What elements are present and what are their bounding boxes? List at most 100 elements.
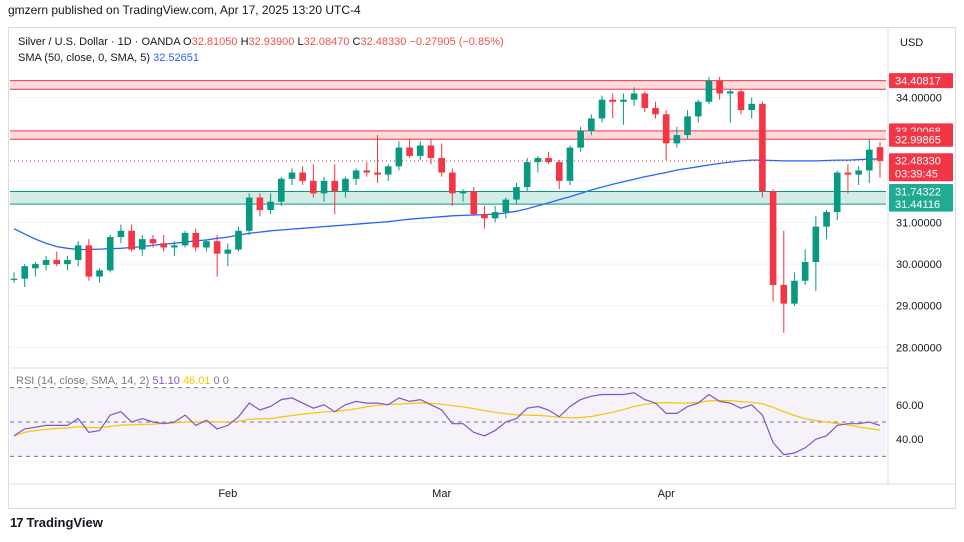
candle-body	[641, 93, 649, 109]
ohlc-o-label: O	[183, 36, 192, 48]
candle	[192, 228, 200, 252]
candle-body	[203, 241, 210, 248]
candle-body	[117, 230, 125, 238]
candle-body	[598, 99, 606, 119]
candle	[673, 126, 681, 148]
candle-body	[588, 118, 595, 131]
candle-body	[833, 172, 841, 213]
rsi-axis-label: 60.00	[896, 400, 924, 412]
ohlc-low: 32.08470	[303, 36, 350, 48]
symbol-title[interactable]: Silver / U.S. Dollar · 1D · OANDA	[18, 36, 180, 48]
main-legend: Silver / U.S. Dollar · 1D · OANDA O32.81…	[18, 34, 504, 66]
chart-frame	[8, 27, 956, 509]
candle-body	[459, 191, 467, 194]
ohlc-c-label: C	[352, 36, 361, 48]
candle	[588, 114, 595, 136]
candle-body	[769, 191, 777, 285]
candle	[32, 262, 39, 277]
candle	[42, 255, 50, 271]
candle	[598, 95, 606, 123]
price-badge	[889, 196, 953, 212]
candle	[224, 243, 232, 267]
rsi-legend-label[interactable]: RSI (14, close, SMA, 14, 2)	[16, 375, 150, 387]
candle	[427, 139, 435, 165]
rsi-sma-value: 46.01	[182, 375, 211, 387]
price-badge-text: 31.44116	[895, 199, 940, 211]
tradingview-logo[interactable]: 17 TradingView	[10, 515, 103, 530]
candle	[705, 76, 713, 104]
time-axis-label: Mar	[432, 488, 451, 500]
zone-red	[10, 80, 886, 90]
candle	[566, 145, 574, 186]
candle	[769, 189, 777, 302]
candle-body	[865, 149, 873, 171]
candle-body	[694, 101, 702, 117]
candle	[245, 193, 253, 235]
candle	[791, 272, 798, 306]
candle	[844, 164, 852, 194]
candle	[21, 264, 29, 287]
candle-body	[224, 249, 232, 254]
candle-body	[416, 145, 424, 156]
candle-body	[812, 226, 820, 263]
candle-body	[352, 170, 360, 179]
tradingview-brand: TradingView	[26, 515, 103, 530]
ohlc-close: 32.48330	[360, 36, 407, 48]
candle	[267, 193, 274, 215]
candle	[694, 99, 702, 123]
ohlc-h-label: H	[240, 36, 249, 48]
candle	[384, 164, 392, 181]
candle-body	[171, 245, 178, 248]
candle-body	[513, 187, 520, 200]
candle-body	[245, 197, 253, 231]
candle	[855, 166, 862, 186]
candle-body	[128, 230, 135, 250]
rsi-extra-value-2: 0	[222, 375, 229, 387]
candle-body	[470, 191, 478, 215]
candle	[833, 170, 841, 221]
candle-body	[181, 232, 189, 246]
candle-body	[491, 212, 499, 219]
candle-body	[213, 241, 221, 254]
price-badge-text: 34.40817	[895, 76, 941, 88]
candle	[620, 93, 627, 125]
candle	[823, 210, 830, 240]
sma-legend-label[interactable]: SMA (50, close, 0, SMA, 5)	[18, 52, 151, 64]
candle-body	[310, 180, 317, 194]
price-badge	[889, 73, 953, 89]
candle	[256, 193, 264, 217]
candle-body	[876, 147, 884, 161]
candle	[299, 166, 306, 186]
candle	[235, 226, 242, 252]
candle	[171, 241, 178, 256]
candle	[64, 255, 71, 271]
candle-body	[85, 245, 93, 277]
candle-body	[42, 259, 50, 265]
zone-red	[10, 130, 886, 140]
candle	[662, 110, 670, 161]
candle-body	[149, 239, 157, 244]
candle	[128, 224, 135, 252]
candle	[577, 126, 584, 152]
candle	[727, 89, 734, 123]
candle-body	[64, 259, 71, 265]
candle	[85, 239, 93, 281]
candle-body	[662, 114, 670, 144]
candle-body	[53, 259, 61, 265]
candle-body	[395, 147, 403, 167]
candle	[630, 87, 638, 106]
candle-body	[716, 80, 723, 94]
candle	[310, 164, 317, 198]
candle	[748, 97, 756, 119]
candle	[331, 164, 339, 215]
candle-body	[737, 91, 745, 111]
candle-body	[630, 93, 638, 100]
currency-label[interactable]: USD	[900, 37, 924, 49]
candle-body	[342, 178, 349, 192]
price-badge	[889, 184, 953, 200]
candle	[641, 91, 649, 113]
sma-legend-value: 32.52651	[153, 52, 200, 64]
candle-body	[138, 239, 146, 250]
candle	[149, 234, 157, 248]
